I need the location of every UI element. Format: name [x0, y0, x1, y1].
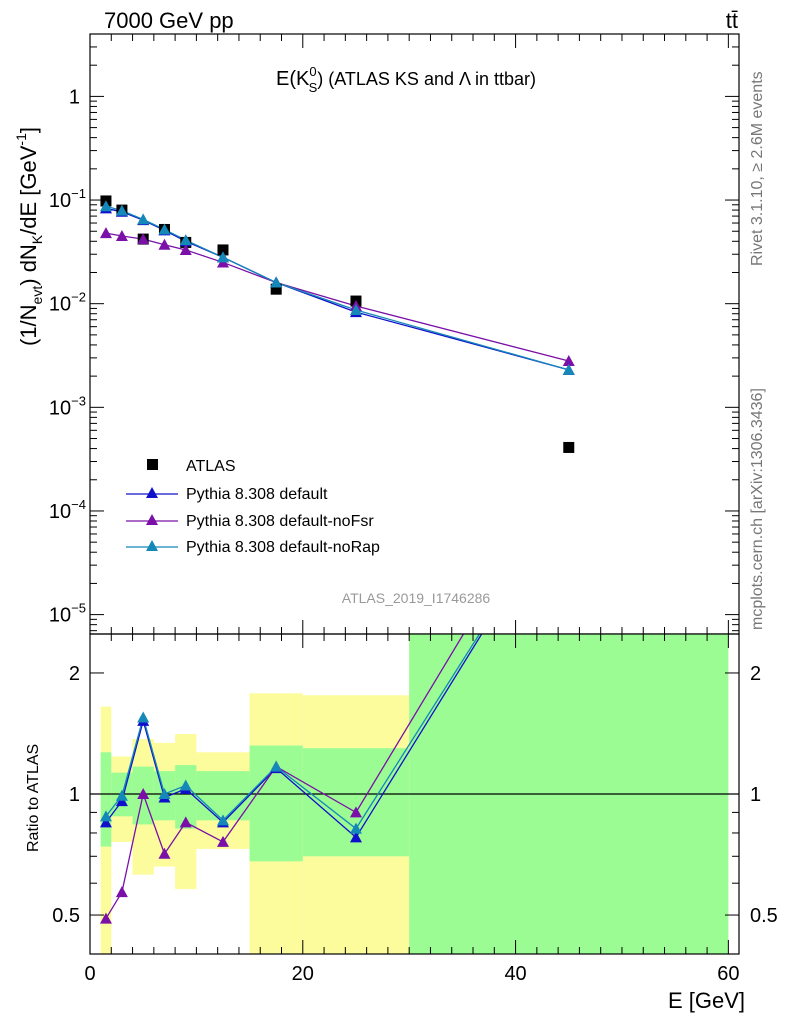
- uncertainty-band-outer: [302, 695, 410, 954]
- ratio-y-tick-label: 0.5: [52, 905, 80, 927]
- x-tick-label: 40: [504, 963, 526, 985]
- data-point-noRap: [562, 363, 575, 375]
- ratio-point-noFsr: [115, 886, 128, 898]
- rivet-label: Rivet 3.1.10, ≥ 2.6M events: [749, 71, 766, 266]
- data-point-noRap: [158, 223, 171, 235]
- ratio-y-axis-label: Ratio to ATLAS: [25, 744, 42, 852]
- ratio-point-noFsr: [137, 788, 150, 799]
- ratio-point-noRap: [115, 789, 128, 801]
- ratio-y-tick-label: 1: [69, 784, 80, 806]
- ratio-point-noRap: [349, 822, 362, 834]
- y-tick-label: 10−5: [49, 601, 86, 627]
- ratio-y-tick-label: 2: [69, 663, 80, 685]
- legend-label-default: Pythia 8.308 default: [186, 486, 328, 503]
- y-axis-label: (1/Nevt) dNK/dE [GeV-1]: [13, 127, 45, 346]
- legend-marker-default: [146, 487, 158, 498]
- data-point-noFsr: [137, 233, 150, 245]
- ratio-point-noFsr: [99, 912, 112, 924]
- legend-marker-nofsr: [146, 514, 158, 525]
- x-tick-label: 60: [717, 963, 739, 985]
- ratio-point-noFsr: [179, 816, 192, 828]
- data-point-noRap: [179, 234, 192, 246]
- uncertainty-band-inner: [100, 752, 112, 847]
- watermark: ATLAS_2019_I1746286: [342, 590, 491, 606]
- uncertainty-band-inner: [409, 634, 729, 954]
- x-tick-label: 20: [292, 963, 314, 985]
- header-right: tt̄: [726, 8, 738, 33]
- uncertainty-band-inner: [175, 765, 197, 829]
- data-point-noRap: [99, 200, 112, 212]
- ratio-y-tick-label-right: 2: [750, 663, 761, 685]
- legend-label-nofsr: Pythia 8.308 default-noFsr: [186, 513, 374, 530]
- ratio-y-tick-label-right: 1: [750, 784, 761, 806]
- main-title: E(K0 S) (ATLAS KS and Λ in ttbar): [276, 64, 536, 95]
- ratio-point-noRap: [158, 788, 171, 799]
- ratio-point-default: [99, 816, 112, 828]
- data-point-noFsr: [179, 243, 192, 255]
- legend-marker-norap: [146, 540, 158, 551]
- y-tick-label: 10−4: [49, 497, 86, 523]
- data-point-noRap: [137, 213, 150, 225]
- data-point-noFsr: [99, 227, 112, 239]
- ratio-point-noRap: [179, 779, 192, 791]
- data-point-noRap: [270, 276, 283, 288]
- data-point-noRap: [349, 303, 362, 315]
- data-point-noFsr: [158, 238, 171, 250]
- data-point-noRap: [115, 204, 128, 216]
- series-line-noFsr: [105, 232, 569, 362]
- ratio-y-tick-label-right: 0.5: [750, 905, 778, 927]
- y-tick-label: 10−2: [49, 290, 86, 316]
- ratio-point-default: [563, 487, 575, 498]
- data-point-noFsr: [562, 354, 575, 366]
- data-point-data: [270, 283, 282, 295]
- ratio-point-noFsr: [216, 835, 229, 847]
- data-point-noFsr: [115, 229, 128, 241]
- header-left: 7000 GeV pp: [104, 8, 234, 33]
- mcplots-label: mcplots.cern.ch [arXiv:1306.3436]: [749, 388, 766, 630]
- ratio-point-noFsr: [349, 806, 362, 818]
- legend-marker-atlas: [147, 459, 158, 470]
- ratio-point-default: [349, 831, 362, 843]
- x-tick-label: 0: [84, 963, 95, 985]
- x-axis-label: E [GeV]: [668, 988, 745, 1013]
- ratio-point-noRap: [563, 487, 575, 498]
- uncertainty-band-inner: [196, 771, 250, 821]
- ratio-point-noRap: [137, 711, 150, 723]
- main-panel: 1 10−1 10−2 10−3 10−4 10−5 E(K0 S) (ATLAS KS a…: [13, 33, 740, 635]
- legend-label-norap: Pythia 8.308 default-noRap: [186, 539, 380, 556]
- y-tick-label: 10−3: [49, 393, 86, 419]
- ratio-point-noRap: [216, 814, 229, 826]
- data-point-data: [563, 441, 575, 453]
- ratio-point-noRap: [270, 760, 283, 772]
- data-point-noRap: [216, 251, 229, 263]
- data-point-data: [217, 244, 229, 256]
- ratio-point-noFsr: [158, 847, 171, 859]
- ratio-point-noFsr: [563, 453, 575, 464]
- legend-label-atlas: ATLAS: [186, 458, 236, 475]
- ratio-panel: 0.5 0.5 1 1 2 2 0 20 40 60 Ratio to ATLAS E [GeV…: [25, 453, 778, 1013]
- series-line-noRap: [105, 205, 569, 371]
- ratio-point-noRap: [99, 810, 112, 822]
- y-tick-label: 1: [69, 86, 80, 108]
- series-line-default: [105, 207, 569, 371]
- y-tick-label: 10−1: [49, 186, 86, 212]
- legend: ATLAS Pythia 8.308 default Pythia 8.308 …: [126, 458, 380, 556]
